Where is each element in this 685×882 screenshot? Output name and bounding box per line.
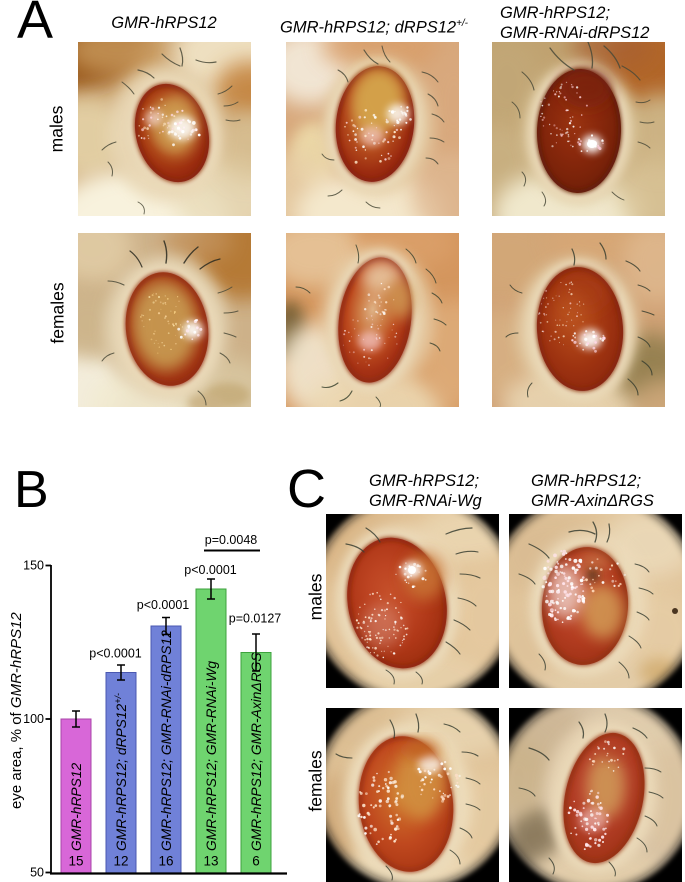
svg-text:GMR-hRPS12; GMR-AxinΔRGS: GMR-hRPS12; GMR-AxinΔRGS — [249, 652, 264, 851]
svg-text:100: 100 — [23, 712, 44, 726]
svg-text:p<0.0001: p<0.0001 — [184, 563, 237, 577]
svg-text:15: 15 — [68, 854, 83, 869]
svg-text:150: 150 — [23, 559, 44, 573]
svg-text:50: 50 — [30, 866, 44, 880]
svg-text:6: 6 — [252, 854, 260, 869]
svg-text:p=0.0048: p=0.0048 — [205, 533, 258, 547]
svg-text:GMR-hRPS12; GMR-RNAi-Wg: GMR-hRPS12; GMR-RNAi-Wg — [204, 661, 219, 851]
svg-text:p=0.0127: p=0.0127 — [229, 612, 282, 626]
svg-text:GMR-hRPS12; GMR-RNAi-dRPS12: GMR-hRPS12; GMR-RNAi-dRPS12 — [159, 630, 174, 851]
svg-text:13: 13 — [203, 854, 218, 869]
svg-text:p<0.0001: p<0.0001 — [89, 647, 142, 661]
svg-text:12: 12 — [113, 854, 128, 869]
svg-text:p<0.0001: p<0.0001 — [137, 598, 190, 612]
svg-text:16: 16 — [158, 854, 173, 869]
svg-text:GMR-hRPS12: GMR-hRPS12 — [69, 763, 84, 851]
svg-text:GMR-hRPS12; dRPS12+/-: GMR-hRPS12; dRPS12+/- — [113, 693, 129, 851]
svg-text:eye area, % of GMR-hRPS12: eye area, % of GMR-hRPS12 — [8, 612, 25, 809]
